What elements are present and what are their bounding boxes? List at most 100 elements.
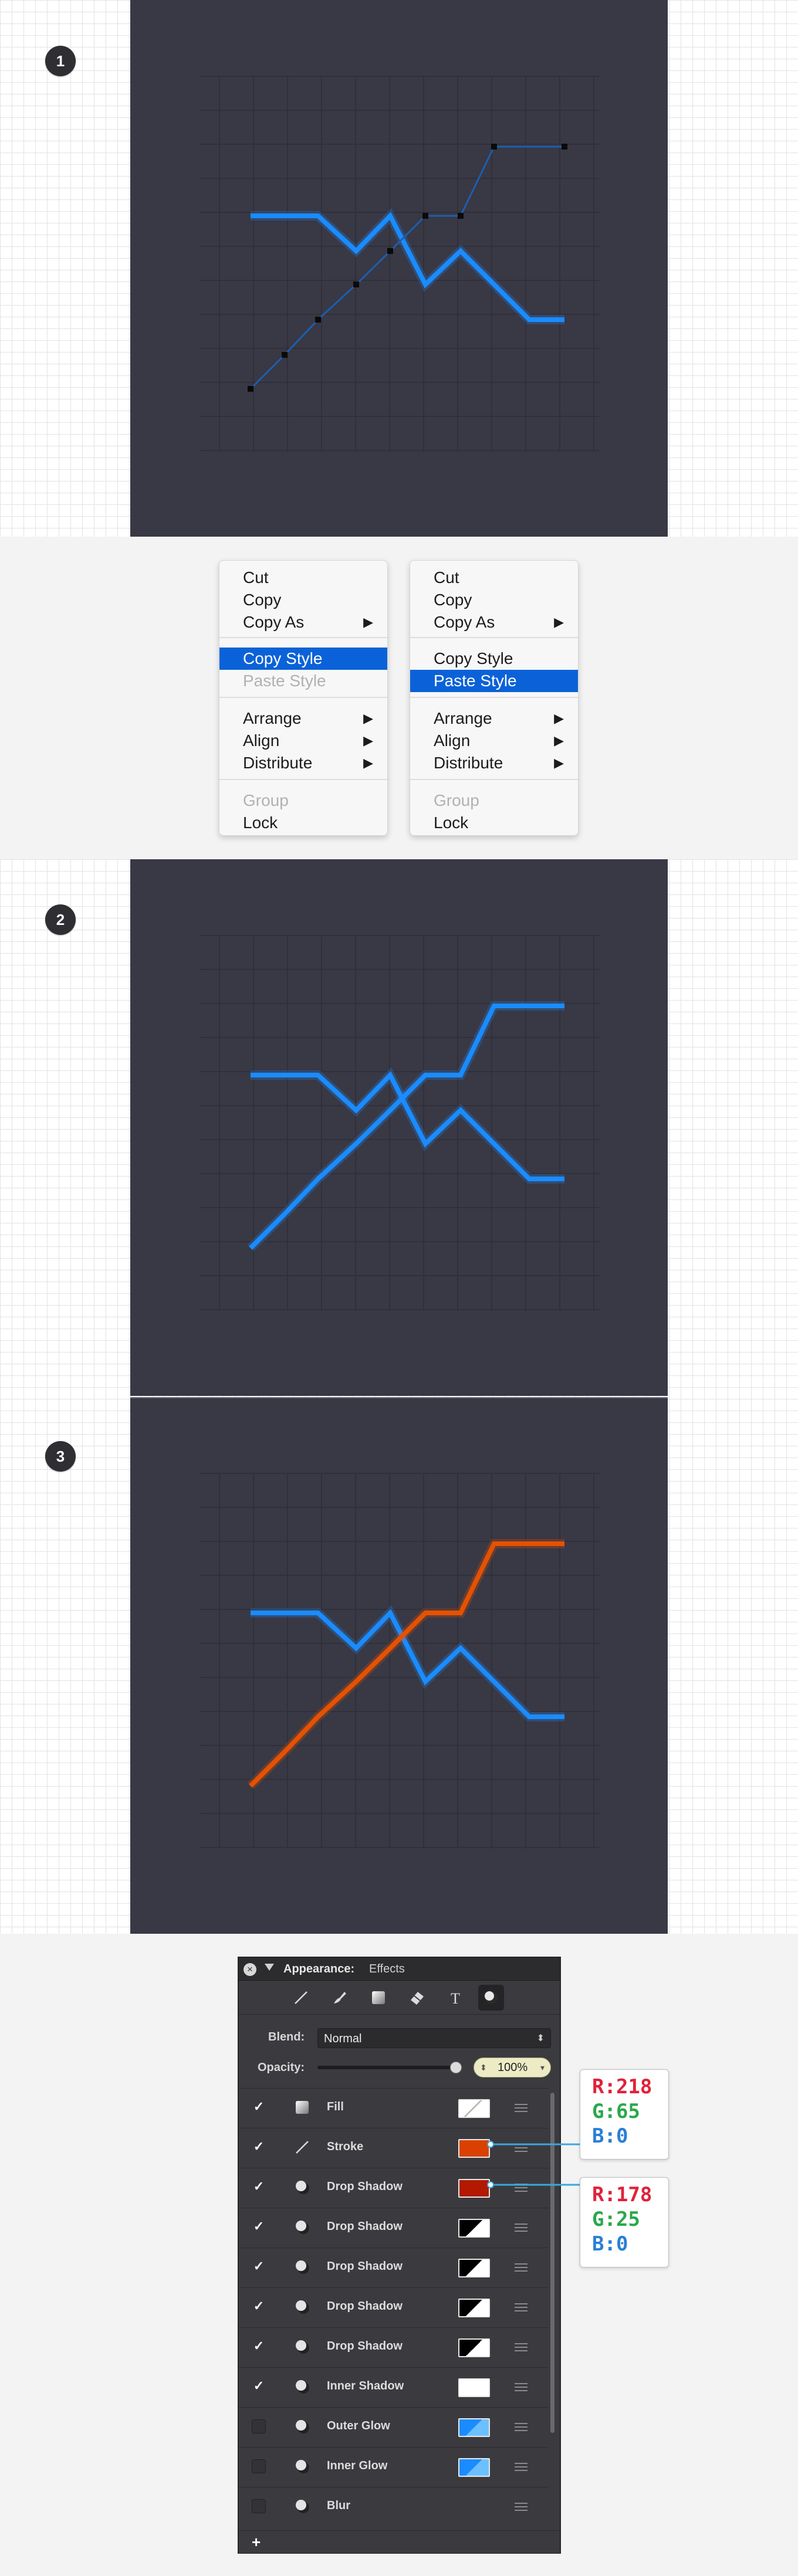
drag-handle-icon[interactable] [515,2463,528,2471]
shadow-icon [296,2181,309,2194]
effect-color-swatch[interactable] [458,2179,490,2198]
fill-tool-icon[interactable] [366,1985,391,2011]
blend-label: Blend: [268,2031,305,2043]
drag-handle-icon[interactable] [515,2263,528,2272]
effect-checkbox[interactable]: ✓ [253,2139,265,2154]
rgb-green-value: G:25 [592,2208,640,2231]
submenu-arrow-icon: ▶ [363,755,373,770]
opacity-slider-knob[interactable] [450,2062,462,2073]
menu-item-cut[interactable]: Cut [219,567,387,589]
menu-item-copy[interactable]: Copy [219,589,387,611]
drag-handle-icon[interactable] [515,2383,528,2391]
menu-item-distribute[interactable]: Distribute ▶ [410,752,578,774]
menu-item-align[interactable]: Align ▶ [219,730,387,752]
text-tool-icon[interactable]: T [443,1985,469,2011]
anchor-point [458,213,464,219]
effect-label: Blur [327,2499,350,2512]
effect-color-swatch[interactable] [458,2219,490,2238]
effect-checkbox[interactable] [252,2419,266,2433]
appearance-inspector: × Appearance: Effects T Blend: Normal ⬍ … [238,1957,561,2554]
effects-scrollbar[interactable] [549,2093,556,2515]
effect-color-swatch[interactable] [458,2338,490,2357]
effect-label: Inner Glow [327,2459,388,2472]
canvas-panel-1 [130,0,668,537]
effect-color-swatch[interactable] [458,2418,490,2437]
opacity-value: 100% [498,2061,528,2074]
menu-item-copy-style[interactable]: Copy Style [219,648,387,670]
effect-checkbox[interactable]: ✓ [253,2299,265,2313]
disclosure-triangle-icon[interactable] [265,1964,274,1971]
effect-row-inner-shadow[interactable]: ✓ Inner Shadow [239,2367,549,2406]
effect-row-drop-shadow[interactable]: ✓ Drop Shadow [239,2248,549,2287]
inspector-title-bar: × Appearance: Effects [239,1958,560,1981]
menu-item-copy[interactable]: Copy [410,589,578,611]
effect-checkbox[interactable]: ✓ [253,2378,265,2393]
effect-color-swatch[interactable] [458,2378,490,2397]
effect-label: Fill [327,2100,344,2113]
line-tool-icon[interactable] [288,1985,314,2011]
effect-row-outer-glow[interactable]: Outer Glow [239,2407,549,2446]
effect-color-swatch[interactable] [458,2458,490,2477]
drag-handle-icon[interactable] [515,2423,528,2431]
effect-checkbox[interactable] [252,2499,266,2513]
menu-item-label: Align [434,731,471,750]
effect-checkbox[interactable]: ✓ [253,2219,265,2233]
menu-item-copy-as[interactable]: Copy As ▶ [219,611,387,633]
inspector-footer: + [239,2530,560,2553]
effect-checkbox[interactable]: ✓ [253,2338,265,2353]
drag-handle-icon[interactable] [515,2303,528,2311]
effect-row-drop-shadow[interactable]: ✓ Drop Shadow [239,2208,549,2247]
effect-label: Drop Shadow [327,2180,403,2193]
menu-item-lock[interactable]: Lock [219,812,387,834]
menu-item-align[interactable]: Align ▶ [410,730,578,752]
dropdown-arrow-icon[interactable]: ▾ [540,2063,545,2072]
effect-checkbox[interactable]: ✓ [253,2099,265,2114]
effect-checkbox[interactable]: ✓ [253,2259,265,2273]
drag-handle-icon[interactable] [515,2503,528,2511]
drag-handle-icon[interactable] [515,2144,528,2152]
orange-line [249,1541,564,1788]
add-effect-button[interactable]: + [252,2533,261,2551]
effects-tool-icon[interactable] [478,1985,504,2011]
updown-arrows-icon: ⬍ [536,2033,545,2043]
effect-checkbox[interactable]: ✓ [253,2179,265,2194]
effect-color-swatch[interactable] [458,2259,490,2277]
effect-color-swatch[interactable] [458,2139,490,2158]
eraser-tool-icon[interactable] [404,1985,430,2011]
close-icon[interactable]: × [244,1963,256,1976]
svg-text:T: T [451,1990,460,2006]
shadow-icon [296,2340,309,2354]
menu-item-label: Group [434,791,479,809]
menu-item-distribute[interactable]: Distribute ▶ [219,752,387,774]
drag-handle-icon[interactable] [515,2184,528,2192]
canvas-panel-3 [130,1397,668,1934]
effect-row-inner-glow[interactable]: Inner Glow [239,2447,549,2486]
menu-separator [219,779,387,780]
menu-item-lock[interactable]: Lock [410,812,578,834]
menu-item-arrange[interactable]: Arrange ▶ [410,707,578,730]
opacity-stepper[interactable]: ⬍ 100% ▾ [474,2058,551,2077]
menu-item-cut[interactable]: Cut [410,567,578,589]
effect-color-swatch[interactable] [458,2099,490,2118]
scrollbar-thumb[interactable] [550,2093,554,2433]
effect-row-blur[interactable]: Blur [239,2487,549,2526]
menu-item-copy-as[interactable]: Copy As ▶ [410,611,578,633]
effect-row-drop-shadow[interactable]: ✓ Drop Shadow [239,2287,549,2327]
effect-row-stroke[interactable]: ✓ Stroke [239,2128,549,2167]
effect-checkbox[interactable] [252,2459,266,2473]
effect-row-drop-shadow[interactable]: ✓ Drop Shadow [239,2327,549,2367]
drag-handle-icon[interactable] [515,2343,528,2351]
effect-color-swatch[interactable] [458,2299,490,2317]
stepper-arrows-icon[interactable]: ⬍ [480,2063,487,2072]
menu-item-arrange[interactable]: Arrange ▶ [219,707,387,730]
effect-row-fill[interactable]: ✓ Fill [239,2088,549,2127]
effect-row-drop-shadow[interactable]: ✓ Drop Shadow [239,2168,549,2207]
brush-tool-icon[interactable] [327,1985,353,2011]
blend-select[interactable]: Normal ⬍ [317,2028,551,2048]
shadow-icon [296,2460,309,2473]
drag-handle-icon[interactable] [515,2224,528,2232]
opacity-slider-track[interactable] [317,2066,461,2069]
menu-item-copy-style[interactable]: Copy Style [410,648,578,670]
menu-item-paste-style[interactable]: Paste Style [410,670,578,692]
drag-handle-icon[interactable] [515,2104,528,2112]
